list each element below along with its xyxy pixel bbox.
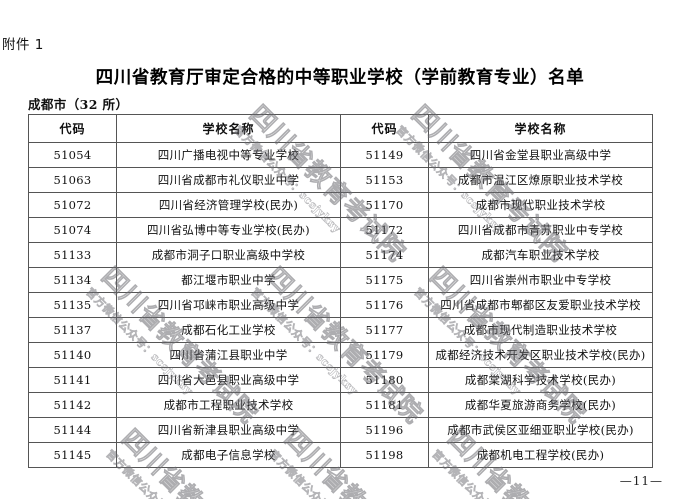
table-row: 51137 成都石化工业学校 51177 成都市现代制造职业技术学校 — [28, 317, 653, 343]
table-row: 51142 成都市工程职业技术学校 51181 成都华夏旅游商务学校(民办) — [28, 392, 653, 418]
cell-code-left: 51072 — [28, 192, 117, 218]
cell-code-left: 51140 — [28, 342, 117, 368]
cell-code-left: 51063 — [28, 167, 117, 193]
cell-code-right: 51181 — [340, 392, 429, 418]
cell-name-left: 四川省大邑县职业高级中学 — [116, 367, 341, 393]
cell-code-right: 51180 — [340, 367, 429, 393]
cell-name-left: 成都市洞子口职业高级中学校 — [116, 242, 341, 268]
cell-name-right: 成都棠湖科学技术学校(民办) — [428, 367, 653, 393]
cell-code-right: 51153 — [340, 167, 429, 193]
cell-name-left: 四川省蒲江县职业中学 — [116, 342, 341, 368]
cell-name-left: 成都市工程职业技术学校 — [116, 392, 341, 418]
table-row: 51133 成都市洞子口职业高级中学校 51174 成都汽车职业技术学校 — [28, 242, 653, 268]
table-row: 51144 四川省新津县职业高级中学 51196 成都市武侯区亚细亚职业学校(民办) — [28, 417, 653, 443]
cell-name-right: 成都华夏旅游商务学校(民办) — [428, 392, 653, 418]
table-row: 51135 四川省邛崃市职业高级中学 51176 四川省成都市郫都区友爱职业技术学校 — [28, 292, 653, 318]
cell-code-right: 51196 — [340, 417, 429, 443]
cell-name-left: 四川省邛崃市职业高级中学 — [116, 292, 341, 318]
cell-name-left: 四川省成都市礼仪职业中学 — [116, 167, 341, 193]
cell-code-left: 51074 — [28, 217, 117, 243]
cell-code-right: 51177 — [340, 317, 429, 343]
cell-code-left: 51137 — [28, 317, 117, 343]
city-subtitle: 成都市（32 所） — [28, 97, 129, 112]
attachment-label: 附件 1 — [2, 37, 44, 53]
cell-name-left: 四川省弘博中等专业学校(民办) — [116, 217, 341, 243]
cell-name-right: 成都市现代制造职业技术学校 — [428, 317, 653, 343]
cell-code-left: 51133 — [28, 242, 117, 268]
cell-code-right: 51176 — [340, 292, 429, 318]
cell-name-right: 四川省成都市青苏职业中专学校 — [428, 217, 653, 243]
table-body: 51054 四川广播电视中等专业学校 51149 四川省金堂县职业高级中学 51063 四… — [28, 142, 653, 468]
cell-code-right: 51198 — [340, 442, 429, 468]
cell-name-left: 四川省新津县职业高级中学 — [116, 417, 341, 443]
cell-code-left: 51144 — [28, 417, 117, 443]
cell-code-left: 51134 — [28, 267, 117, 293]
column-header-name-right: 学校名称 — [428, 114, 653, 143]
school-list-table: 代码 学校名称 代码 学校名称 51054 四川广播电视中等专业学校 51149 四川… — [28, 114, 653, 468]
cell-name-left: 都江堰市职业中学 — [116, 267, 341, 293]
cell-name-left: 成都石化工业学校 — [116, 317, 341, 343]
cell-name-right: 成都市温江区燎原职业技术学校 — [428, 167, 653, 193]
cell-name-left: 成都电子信息学校 — [116, 442, 341, 468]
cell-code-left: 51142 — [28, 392, 117, 418]
cell-name-left: 四川广播电视中等专业学校 — [116, 142, 341, 168]
table-row: 51054 四川广播电视中等专业学校 51149 四川省金堂县职业高级中学 — [28, 142, 653, 168]
cell-code-right: 51149 — [340, 142, 429, 168]
cell-code-right: 51172 — [340, 217, 429, 243]
table-row: 51134 都江堰市职业中学 51175 四川省崇州市职业中专学校 — [28, 267, 653, 293]
table-row: 51140 四川省蒲江县职业中学 51179 成都经济技术开发区职业技术学校(民办) — [28, 342, 653, 368]
cell-code-right: 51175 — [340, 267, 429, 293]
table-row: 51145 成都电子信息学校 51198 成都机电工程学校(民办) — [28, 442, 653, 468]
table-row: 51072 四川省经济管理学校(民办) 51170 成都市现代职业技术学校 — [28, 192, 653, 218]
column-header-name-left: 学校名称 — [116, 114, 341, 143]
cell-name-right: 成都经济技术开发区职业技术学校(民办) — [428, 342, 653, 368]
cell-name-right: 成都市现代职业技术学校 — [428, 192, 653, 218]
cell-code-left: 51145 — [28, 442, 117, 468]
cell-code-left: 51141 — [28, 367, 117, 393]
cell-name-right: 成都市武侯区亚细亚职业学校(民办) — [428, 417, 653, 443]
cell-code-right: 51170 — [340, 192, 429, 218]
column-header-code-left: 代码 — [28, 114, 117, 143]
cell-name-left: 四川省经济管理学校(民办) — [116, 192, 341, 218]
cell-code-right: 51179 — [340, 342, 429, 368]
cell-code-left: 51135 — [28, 292, 117, 318]
cell-name-right: 四川省崇州市职业中专学校 — [428, 267, 653, 293]
table-row: 51063 四川省成都市礼仪职业中学 51153 成都市温江区燎原职业技术学校 — [28, 167, 653, 193]
cell-code-left: 51054 — [28, 142, 117, 168]
cell-name-right: 成都机电工程学校(民办) — [428, 442, 653, 468]
cell-name-right: 四川省金堂县职业高级中学 — [428, 142, 653, 168]
table-row: 51141 四川省大邑县职业高级中学 51180 成都棠湖科学技术学校(民办) — [28, 367, 653, 393]
table-header-row: 代码 学校名称 代码 学校名称 — [28, 114, 653, 143]
cell-code-right: 51174 — [340, 242, 429, 268]
column-header-code-right: 代码 — [340, 114, 429, 143]
page-title: 四川省教育厅审定合格的中等职业学校（学前教育专业）名单 — [95, 68, 585, 88]
table-row: 51074 四川省弘博中等专业学校(民办) 51172 四川省成都市青苏职业中专学校 — [28, 217, 653, 243]
cell-name-right: 成都汽车职业技术学校 — [428, 242, 653, 268]
page-number: —11— — [619, 474, 663, 488]
cell-name-right: 四川省成都市郫都区友爱职业技术学校 — [428, 292, 653, 318]
